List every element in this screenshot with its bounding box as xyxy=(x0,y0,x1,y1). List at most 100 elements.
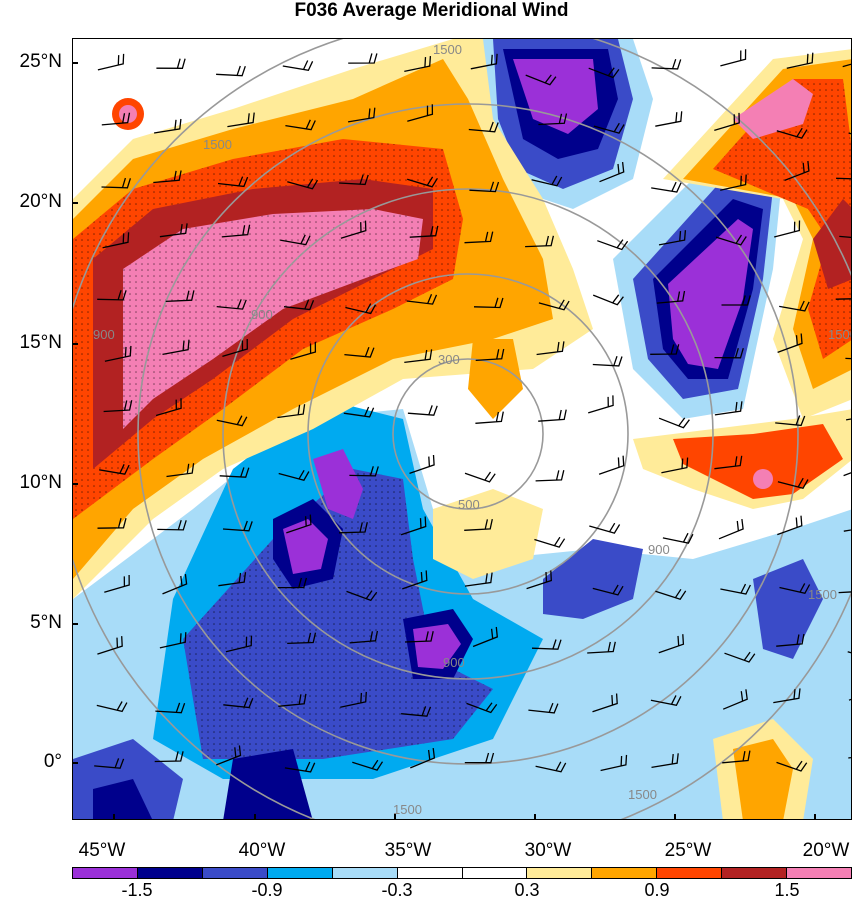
wind-barb xyxy=(278,469,310,481)
wind-barb xyxy=(227,112,255,128)
wind-barb xyxy=(401,706,432,717)
lon-tick xyxy=(254,814,256,820)
wind-barb xyxy=(165,290,195,303)
wind-barb xyxy=(535,761,567,773)
range-rings xyxy=(73,39,851,819)
wind-barb xyxy=(777,477,809,489)
wind-barb xyxy=(650,695,682,707)
wind-barb xyxy=(720,174,747,191)
colorbar-label: -1.5 xyxy=(121,880,153,900)
contour-label: 1500 xyxy=(433,42,462,57)
lat-tick xyxy=(72,343,78,345)
wind-barb xyxy=(651,58,682,70)
wind-barb xyxy=(343,406,375,418)
wind-barb xyxy=(217,176,249,188)
wind-barb xyxy=(222,338,248,358)
wind-barb xyxy=(721,295,751,306)
wind-barb xyxy=(280,234,311,246)
wind-barb xyxy=(290,341,317,360)
figure-title: F036 Average Meridional Wind xyxy=(294,0,569,21)
wind-barb xyxy=(339,174,369,186)
wind-barb xyxy=(409,454,435,475)
negative-wind-core xyxy=(668,219,753,369)
wind-barb xyxy=(162,339,190,356)
colorbar-swatch xyxy=(592,868,658,878)
wind-barb xyxy=(159,223,188,238)
lat-tick xyxy=(72,762,78,764)
map-panel: 1500 1500 1500 1500 300 900 900 1500 500… xyxy=(72,38,852,820)
wind-barb xyxy=(218,572,247,587)
wind-barb xyxy=(662,532,694,544)
wind-barb xyxy=(162,574,188,595)
wind-barb xyxy=(472,626,498,648)
wind-barb xyxy=(464,518,493,531)
wind-barb xyxy=(103,400,133,413)
contour-label: 1500 xyxy=(393,802,422,817)
wind-barb xyxy=(464,572,493,587)
wind-barb xyxy=(589,522,621,534)
positive-wind-region xyxy=(468,339,523,419)
lat-label: 15°N xyxy=(19,332,62,353)
wind-barb xyxy=(101,177,132,189)
wind-barb xyxy=(658,230,687,246)
wind-barb xyxy=(538,113,568,126)
wind-barb xyxy=(287,632,317,645)
wind-barb xyxy=(97,290,127,301)
wind-barb xyxy=(345,303,377,315)
wind-barb xyxy=(534,536,566,548)
wind-barb xyxy=(538,409,567,422)
lon-label: 40°W xyxy=(238,840,286,861)
contour-label: 1500 xyxy=(808,587,837,602)
lon-tick xyxy=(674,814,676,820)
wind-barb xyxy=(715,234,747,246)
wind-barb xyxy=(278,693,307,707)
contour-label: 1500 xyxy=(628,787,657,802)
wind-barb xyxy=(776,760,808,772)
wind-barb xyxy=(779,583,811,595)
wind-barb xyxy=(216,415,248,427)
wind-barb xyxy=(409,225,439,238)
contour-label: 1500 xyxy=(828,327,852,342)
lat-label: 0° xyxy=(43,751,62,772)
wind-barb xyxy=(340,220,367,239)
wind-barb xyxy=(650,344,680,355)
wind-barb xyxy=(656,290,686,304)
colorbar-label: 1.5 xyxy=(774,880,800,900)
wind-barb xyxy=(475,348,505,362)
wind-barb xyxy=(410,748,436,769)
wind-barb xyxy=(531,639,562,650)
wind-barb xyxy=(348,53,378,64)
wind-barb xyxy=(225,635,253,653)
wind-barb xyxy=(777,515,803,536)
negative-wind-core xyxy=(513,59,598,134)
lat-label: 25°N xyxy=(19,51,62,72)
wind-barb xyxy=(285,119,316,131)
colorbar-swatch xyxy=(722,868,788,878)
wind-barb xyxy=(349,466,379,477)
lat-label: 20°N xyxy=(19,191,62,212)
wind-barb xyxy=(588,67,620,79)
wind-barb xyxy=(156,58,186,69)
wind-barb xyxy=(784,160,810,182)
colorbar-label: -0.9 xyxy=(251,880,283,900)
lat-tick xyxy=(72,62,78,64)
wind-barb xyxy=(655,111,683,127)
lon-tick xyxy=(113,814,115,820)
wind-barb xyxy=(592,294,624,306)
wind-barb xyxy=(466,702,498,714)
lat-tick xyxy=(72,623,78,625)
wind-barb xyxy=(277,404,306,419)
contour-label: 300 xyxy=(438,352,460,367)
wind-barb xyxy=(216,65,246,77)
negative-wind-core xyxy=(223,749,313,819)
wind-barb xyxy=(286,514,312,534)
wind-barb xyxy=(714,348,744,359)
wind-barb xyxy=(338,522,368,534)
lat-label: 10°N xyxy=(19,472,62,493)
wind-barb xyxy=(720,583,751,595)
wind-barb xyxy=(347,107,376,123)
wind-barb xyxy=(96,701,128,713)
wind-barb xyxy=(661,457,689,474)
wind-barb xyxy=(776,127,808,139)
wind-barb xyxy=(587,641,616,654)
